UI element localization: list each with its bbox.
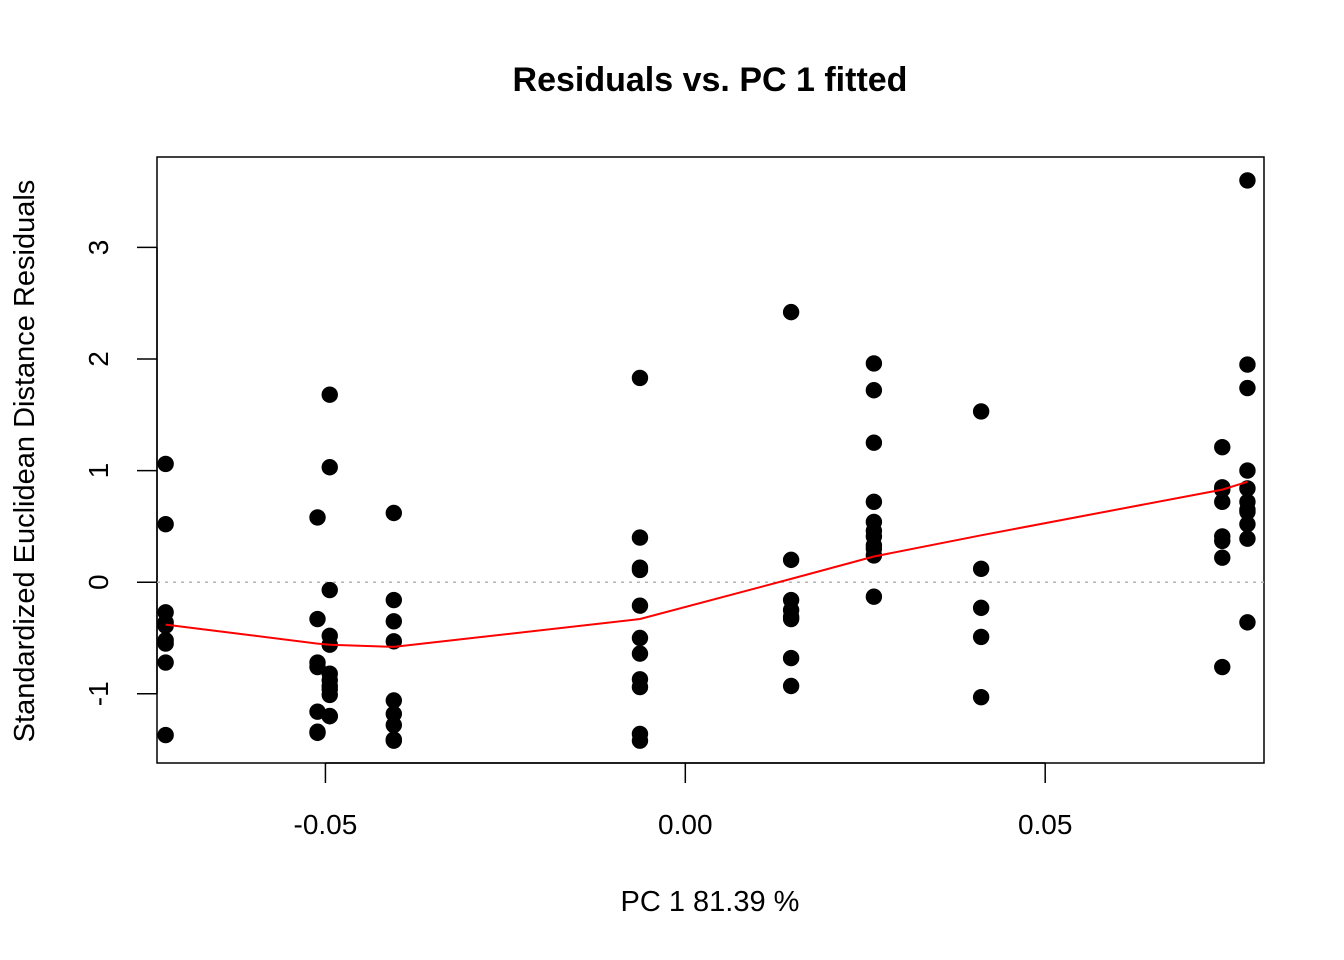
data-point [309, 509, 326, 526]
data-point [865, 382, 883, 399]
data-point [157, 515, 174, 533]
data-point [1239, 614, 1256, 631]
data-point [321, 686, 338, 704]
data-point [782, 677, 800, 695]
data-point [631, 529, 649, 546]
y-tick-label: 1 [83, 463, 114, 479]
data-point [321, 581, 338, 599]
data-point [972, 560, 990, 578]
x-tick-label: -0.05 [294, 809, 358, 840]
data-point [385, 613, 403, 630]
data-point [631, 629, 649, 647]
data-point [309, 658, 326, 676]
data-point [865, 434, 883, 451]
x-axis: -0.05 0.00 0.05 [294, 762, 1073, 840]
data-point [782, 610, 800, 628]
y-tick-label: -1 [83, 681, 114, 706]
data-point [157, 635, 174, 652]
x-tick-label: 0.05 [1018, 809, 1073, 840]
data-point [631, 732, 649, 749]
data-point [972, 403, 990, 420]
data-point [631, 369, 649, 387]
data-point [385, 591, 403, 609]
data-point [1239, 515, 1256, 533]
data-point [1214, 549, 1231, 566]
data-point [782, 551, 800, 569]
data-point [1239, 503, 1256, 521]
data-point [1239, 379, 1256, 397]
data-point [1239, 356, 1256, 373]
data-point [157, 455, 174, 473]
y-axis: -1 0 1 2 3 [83, 240, 158, 706]
data-point [865, 588, 883, 605]
trend-lines [165, 480, 1248, 648]
data-point [782, 303, 800, 321]
data-point [1214, 438, 1231, 456]
data-point [385, 692, 403, 709]
data-point [1214, 532, 1231, 550]
data-point [782, 649, 800, 667]
data-point [1214, 658, 1231, 676]
data-point [385, 716, 403, 734]
data-point [1239, 480, 1256, 497]
smooth-trend-line [165, 480, 1248, 648]
data-point [972, 628, 990, 646]
data-point [309, 724, 326, 742]
data-point [972, 599, 990, 617]
data-point [321, 707, 338, 725]
data-point [1239, 530, 1256, 547]
data-point [385, 504, 403, 522]
data-point [865, 355, 883, 372]
data-point [321, 459, 338, 476]
data-point [865, 493, 883, 511]
data-point [631, 678, 649, 696]
data-point [1214, 493, 1231, 511]
data-point [157, 726, 174, 744]
data-point [157, 617, 174, 634]
data-point [157, 654, 174, 671]
y-axis-label: Standardized Euclidean Distance Residual… [9, 180, 41, 743]
data-point [972, 688, 990, 706]
data-point [321, 386, 338, 403]
x-tick-label: 0.00 [658, 809, 713, 840]
data-point [865, 547, 883, 564]
data-point [309, 610, 326, 628]
y-tick-label: 3 [83, 240, 114, 256]
y-tick-label: 0 [83, 574, 114, 590]
data-point [1239, 462, 1256, 479]
y-tick-label: 2 [83, 351, 114, 367]
data-points [157, 172, 1256, 749]
x-axis-label: PC 1 81.39 % [621, 886, 800, 918]
data-point [631, 645, 649, 662]
data-point [385, 732, 403, 749]
chart-title: Residuals vs. PC 1 fitted [513, 61, 908, 99]
data-point [631, 561, 649, 579]
data-point [1239, 172, 1256, 189]
data-point [631, 597, 649, 614]
